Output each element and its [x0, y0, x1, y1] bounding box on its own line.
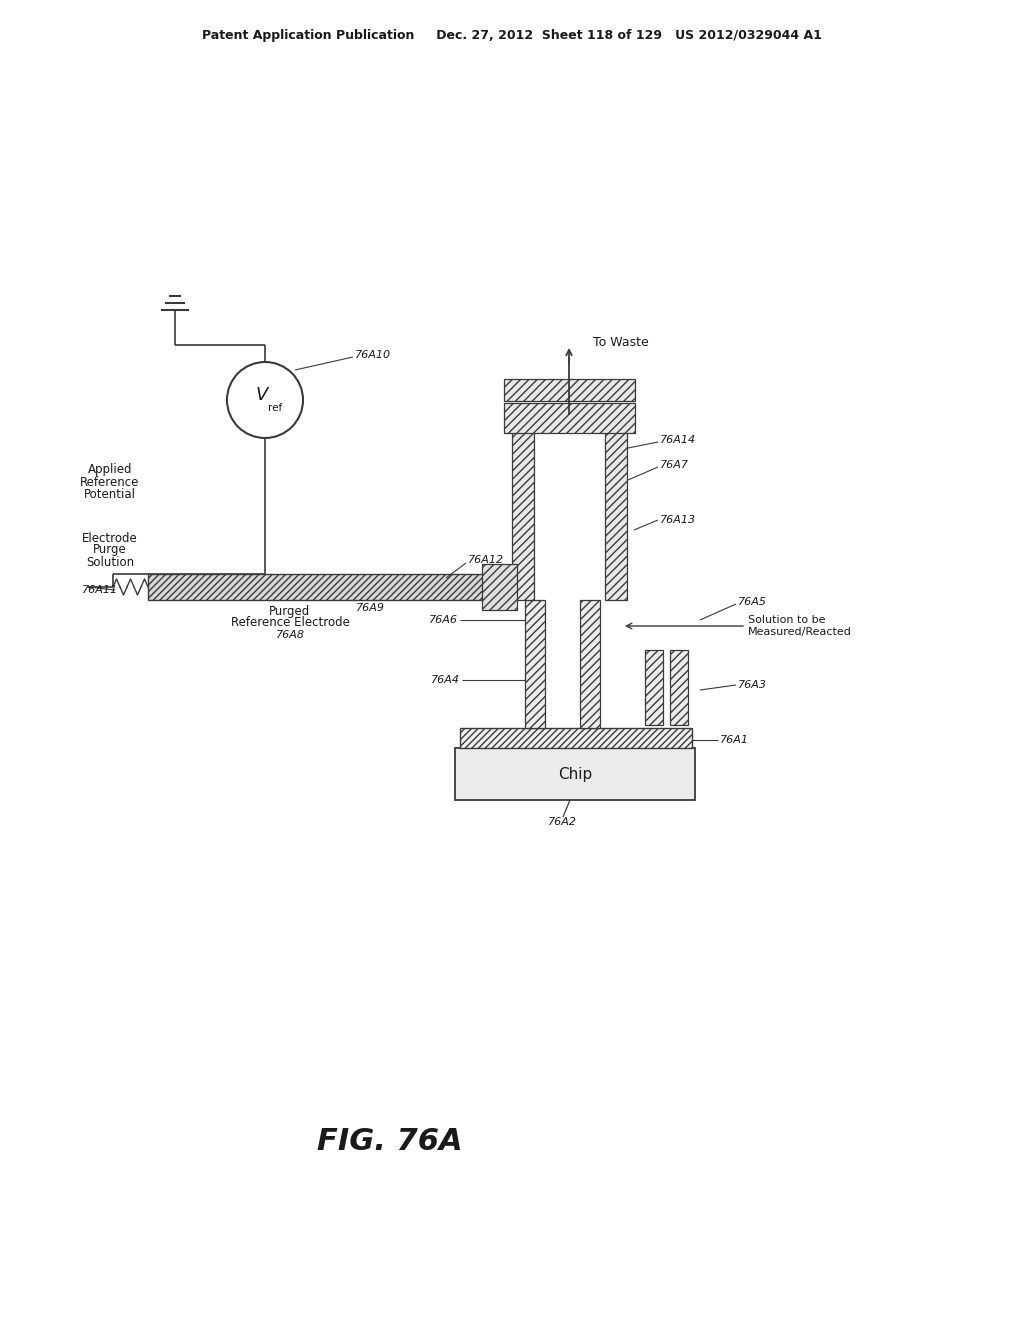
Text: Reference: Reference — [80, 475, 139, 488]
Text: 76A2: 76A2 — [548, 817, 577, 828]
Text: 76A10: 76A10 — [355, 350, 391, 360]
Bar — [482, 564, 517, 610]
Text: Purged: Purged — [269, 606, 310, 619]
Text: To Waste: To Waste — [593, 337, 649, 350]
Text: 76A11: 76A11 — [82, 585, 118, 595]
Bar — [605, 414, 627, 601]
Text: FIG. 76A: FIG. 76A — [317, 1127, 463, 1156]
Text: Solution: Solution — [86, 556, 134, 569]
Text: Solution to be: Solution to be — [748, 615, 825, 624]
Text: Patent Application Publication     Dec. 27, 2012  Sheet 118 of 129   US 2012/032: Patent Application Publication Dec. 27, … — [202, 29, 822, 41]
Bar — [670, 649, 688, 725]
Text: Potential: Potential — [84, 487, 136, 500]
Text: 76A8: 76A8 — [275, 630, 304, 640]
Text: 76A4: 76A4 — [431, 675, 460, 685]
Text: 76A13: 76A13 — [660, 515, 696, 525]
Text: 76A1: 76A1 — [720, 735, 749, 744]
Bar — [148, 574, 512, 601]
Text: $V$: $V$ — [255, 385, 270, 404]
Text: Reference Electrode: Reference Electrode — [230, 616, 349, 630]
Bar — [645, 649, 663, 725]
Bar — [525, 601, 545, 729]
Text: 76A14: 76A14 — [660, 436, 696, 445]
Text: Electrode: Electrode — [82, 532, 138, 544]
Bar — [580, 601, 600, 729]
Text: Chip: Chip — [558, 767, 592, 781]
Bar — [460, 729, 692, 748]
Text: 76A6: 76A6 — [429, 615, 458, 624]
Text: 76A5: 76A5 — [738, 597, 767, 607]
Bar — [504, 403, 635, 433]
Text: Measured/Reacted: Measured/Reacted — [748, 627, 852, 638]
Bar — [455, 748, 695, 800]
Text: ref: ref — [268, 403, 283, 413]
Text: Applied: Applied — [88, 463, 132, 477]
Text: 76A3: 76A3 — [738, 680, 767, 690]
Text: Purge: Purge — [93, 544, 127, 557]
Bar — [512, 414, 534, 601]
Text: 76A12: 76A12 — [468, 554, 504, 565]
Text: 76A9: 76A9 — [355, 603, 384, 612]
Bar — [504, 379, 635, 401]
Text: 76A7: 76A7 — [660, 459, 689, 470]
